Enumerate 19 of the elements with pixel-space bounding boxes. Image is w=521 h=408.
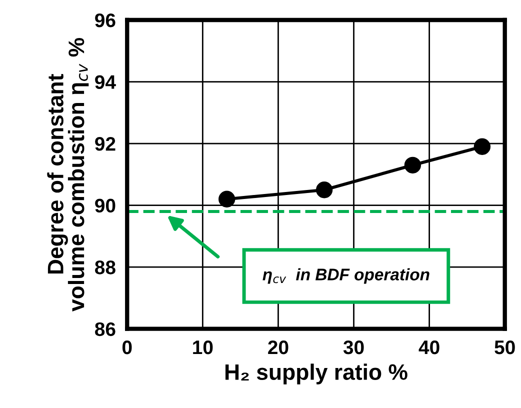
y-tick-label: 88 <box>95 260 116 274</box>
y-tick-label: 94 <box>95 75 116 89</box>
point <box>474 138 491 155</box>
annotation: η$_{cv}$ in BDF operation <box>262 268 430 284</box>
x-tick-label: 10 <box>193 340 213 354</box>
x-tick-label: 30 <box>343 340 364 354</box>
x-tick-label: 50 <box>494 340 515 354</box>
y-tick-label: 86 <box>95 322 116 336</box>
x-tick-label: 40 <box>418 340 440 354</box>
y-tick-label: 96 <box>95 13 116 28</box>
x-tick-label: 0 <box>122 340 132 354</box>
x-axis-title: H₂ supply ratio % <box>225 364 408 384</box>
point <box>404 156 422 174</box>
y-axis-title: Degree of constant volume combustion η$_{cv}$ % <box>47 38 89 312</box>
point <box>316 182 333 198</box>
y-tick-label: 92 <box>95 137 116 151</box>
y-tick-label: 90 <box>95 198 116 213</box>
x-tick-label: 20 <box>268 340 288 354</box>
point <box>218 190 236 208</box>
